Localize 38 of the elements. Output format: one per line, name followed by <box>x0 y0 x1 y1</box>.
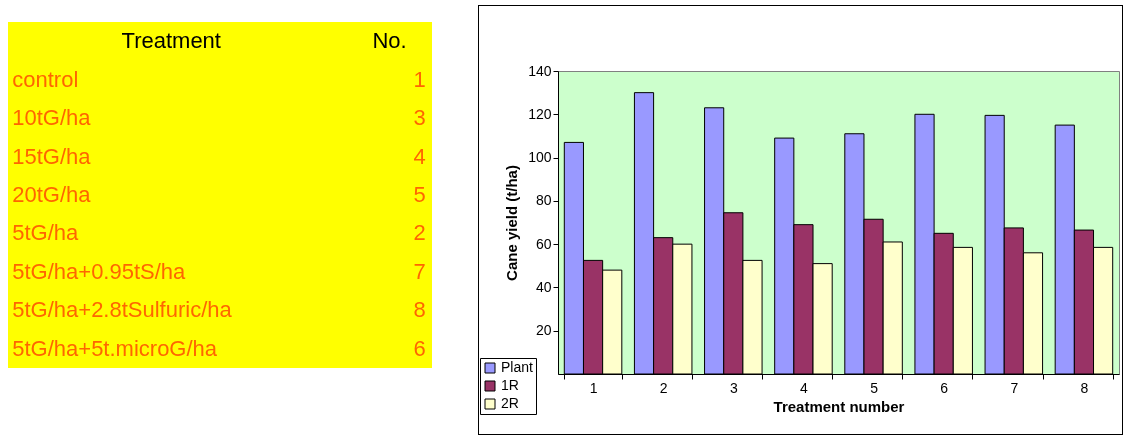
data-label: 7 <box>413 258 426 284</box>
category-label: 10tG/ha <box>12 105 92 131</box>
y-tick-label: 20 <box>535 322 552 339</box>
category-label: 20tG/ha <box>12 182 92 207</box>
data-label: 6 <box>413 335 426 361</box>
data-label: 2 <box>413 220 426 246</box>
category-label: 5tG/ha+0.95tS/ha <box>12 258 187 284</box>
category-label: 5tG/ha <box>12 220 80 246</box>
legend-label: 1R <box>501 377 519 393</box>
x-tick-label: 5 <box>870 379 879 396</box>
y-tick-label: 140 <box>528 62 552 79</box>
x-tick-label: 7 <box>1010 379 1019 396</box>
y-axis-title: Cane yield (t/ha) <box>503 165 521 281</box>
y-tick-label: 40 <box>535 278 552 295</box>
y-tick-label: 60 <box>535 235 552 252</box>
legend-label: Plant <box>501 359 534 375</box>
x-tick-label: 4 <box>800 379 809 396</box>
category-label: 5tG/ha+5t.microG/ha <box>12 335 218 361</box>
data-label: 8 <box>413 297 426 323</box>
x-tick-label: 1 <box>589 379 598 396</box>
text: Treatment <box>121 28 221 54</box>
y-tick-label: 120 <box>528 105 552 122</box>
x-tick-label: 6 <box>940 379 949 396</box>
x-axis-title: Treatment number <box>773 397 905 415</box>
text: No. <box>372 28 407 54</box>
y-tick-label: 80 <box>535 192 552 209</box>
category-label: 5tG/ha+2.8tSulfuric/ha <box>12 297 233 323</box>
category-label: 15tG/ha <box>12 143 92 169</box>
x-tick-label: 3 <box>729 379 738 396</box>
y-tick-label: 100 <box>528 149 552 166</box>
data-label: 4 <box>413 143 426 169</box>
legend-label: 2R <box>501 395 519 411</box>
data-label: 5 <box>413 182 426 207</box>
data-label: 1 <box>413 66 426 92</box>
x-tick-label: 2 <box>659 379 668 396</box>
x-tick-label: 8 <box>1080 379 1089 396</box>
data-label: 3 <box>413 105 426 131</box>
category-label: control <box>12 66 79 92</box>
